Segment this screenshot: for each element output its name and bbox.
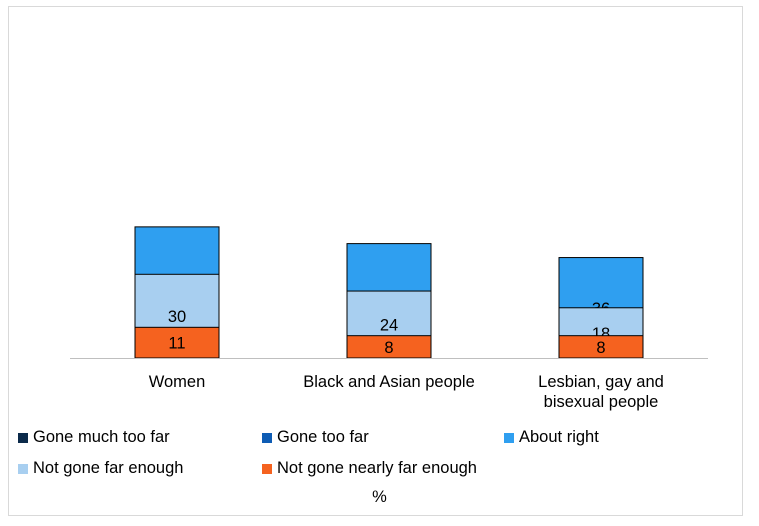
category-label-1: Women: [67, 372, 287, 392]
category-label-3: Lesbian, gay and bisexual people: [491, 372, 711, 412]
bar-segment-1-5: [134, 326, 220, 359]
category-label-1-line-1: Women: [148, 373, 206, 391]
legend-swatch-5: [262, 463, 272, 474]
legend-swatch-1: [18, 432, 28, 443]
legend-item-1: Gone much too far: [18, 428, 170, 447]
legend-item-2: Gone too far: [262, 428, 369, 447]
legend-label-2: Gone too far: [277, 428, 369, 446]
legend-swatch-3: [504, 432, 514, 443]
data-label-1-4: 30: [168, 308, 186, 326]
legend-label-4: Not gone far enough: [33, 459, 184, 477]
data-label-2-5: 8: [384, 339, 393, 357]
legend-swatch-2: [262, 432, 272, 443]
legend-label-5: Not gone nearly far enough: [277, 459, 477, 477]
legend-item-5: Not gone nearly far enough: [262, 459, 477, 478]
legend-label-1: Gone much too far: [33, 428, 170, 446]
category-label-3-line-1: Lesbian, gay and: [538, 373, 664, 391]
unit-label: %: [372, 488, 387, 506]
category-label-3-line-2: bisexual people: [543, 393, 659, 411]
legend-label-3: About right: [519, 428, 599, 446]
data-label-3-5: 8: [596, 339, 605, 357]
legend-swatch-4: [18, 463, 28, 474]
data-label-2-4: 24: [380, 317, 398, 335]
legend-item-4: Not gone far enough: [18, 459, 183, 478]
data-label-1-5: 11: [168, 335, 185, 353]
legend-item-3: About right: [504, 428, 599, 447]
category-label-2-line-1: Black and Asian people: [303, 373, 475, 391]
category-label-2: Black and Asian people: [279, 372, 499, 392]
